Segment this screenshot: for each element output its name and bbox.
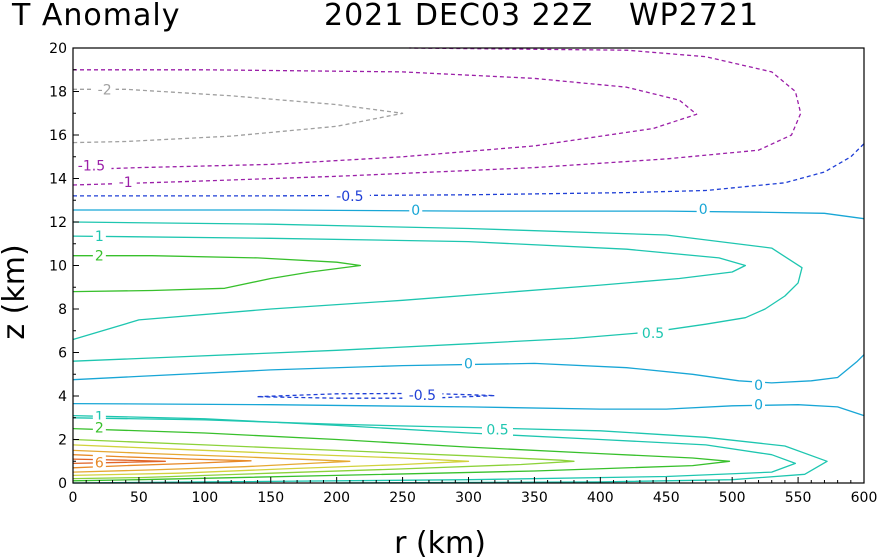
contour-label-bg bbox=[752, 396, 766, 413]
contour-line-5 bbox=[72, 449, 351, 473]
title-datetime: 2021 DEC03 22Z bbox=[324, 0, 594, 33]
contour-label-bg bbox=[92, 228, 106, 245]
contour-label: -1.5 bbox=[78, 158, 105, 174]
contour-label-bg bbox=[329, 187, 370, 204]
contour-label-bg bbox=[637, 324, 669, 341]
contour-line-neg1 bbox=[72, 47, 802, 186]
contour-label: 1 bbox=[95, 410, 104, 426]
y-axis: 0 2 4 6 8 10 12 14 16 18 20 bbox=[49, 41, 79, 492]
x-tick-label: 250 bbox=[389, 490, 416, 506]
x-tick-label: 400 bbox=[587, 490, 614, 506]
contour-line-2 bbox=[72, 427, 731, 482]
contour-label-bg bbox=[93, 81, 116, 98]
y-tick-label: 16 bbox=[49, 128, 67, 144]
contour-line-3 bbox=[72, 438, 575, 480]
contour-label-bg bbox=[92, 247, 106, 264]
contour-label-bg bbox=[409, 202, 423, 219]
contour-label: 2 bbox=[95, 421, 104, 437]
x-axis-title: r (km) bbox=[394, 526, 486, 559]
contour-label-bg bbox=[114, 173, 137, 190]
x-tick-label: 600 bbox=[851, 490, 878, 506]
x-tick-label: 300 bbox=[455, 490, 482, 506]
contour-line-0 bbox=[72, 354, 865, 384]
contour-label: -0.5 bbox=[409, 388, 436, 404]
y-tick-label: 0 bbox=[58, 476, 67, 492]
y-tick-label: 12 bbox=[49, 215, 67, 231]
contour-label-bg bbox=[752, 377, 766, 394]
x-tick-label: 450 bbox=[653, 490, 680, 506]
x-tick-label: 50 bbox=[130, 490, 148, 506]
contour-line-4 bbox=[72, 444, 470, 477]
x-tick-label: 200 bbox=[323, 490, 350, 506]
contour-line-neg0p5 bbox=[73, 143, 865, 197]
contour-label: 0 bbox=[699, 202, 708, 218]
contour-label: 2 bbox=[95, 249, 104, 265]
y-tick-label: 10 bbox=[49, 259, 67, 275]
x-tick-label: 550 bbox=[785, 490, 812, 506]
contour-label: 0 bbox=[411, 203, 420, 219]
contour-line-0p5 bbox=[72, 221, 803, 362]
contour-label-bg bbox=[482, 421, 514, 438]
x-tick-label: 150 bbox=[257, 490, 284, 506]
contour-label: 0 bbox=[464, 356, 473, 372]
chart-title: T Anomaly 2021 DEC03 22Z WP2721 bbox=[12, 0, 758, 138]
contour-label-bg bbox=[71, 157, 112, 174]
title-variable: T Anomaly bbox=[12, 0, 181, 33]
x-tick-label: 0 bbox=[69, 490, 78, 506]
y-tick-label: 20 bbox=[49, 41, 67, 57]
y-axis-title: z (km) bbox=[0, 244, 32, 339]
x-tick-label: 100 bbox=[191, 490, 218, 506]
contour-label: 6 bbox=[95, 455, 104, 471]
contour-label-bg bbox=[696, 200, 710, 217]
contour-line-0 bbox=[73, 209, 865, 220]
y-tick-label: 6 bbox=[58, 346, 67, 362]
contour-label-bg bbox=[92, 454, 106, 471]
contour-line-6 bbox=[72, 454, 252, 469]
contour-label: 0 bbox=[754, 378, 763, 394]
contour-line-0p5 bbox=[72, 417, 828, 484]
contour-line-neg1p5 bbox=[72, 69, 698, 171]
contour-line-0 bbox=[72, 402, 865, 417]
contour-label: 0.5 bbox=[486, 423, 508, 439]
contour-label-bg bbox=[92, 419, 106, 436]
x-tick-label: 350 bbox=[521, 490, 548, 506]
y-tick-label: 2 bbox=[58, 433, 67, 449]
x-axis: 0 50 100 150 200 250 300 350 400 450 500 550 600 bbox=[69, 477, 878, 506]
contour-line-2 bbox=[72, 255, 362, 293]
contour-label: -0.5 bbox=[336, 189, 363, 205]
contour-line-1 bbox=[72, 235, 747, 341]
y-tick-label: 18 bbox=[49, 85, 67, 101]
contour-label: -2 bbox=[98, 82, 112, 98]
x-tick-label: 500 bbox=[719, 490, 746, 506]
contour-label: 0 bbox=[754, 398, 763, 414]
contour-line-7 bbox=[72, 458, 166, 465]
contour-line-neg0p5 bbox=[257, 392, 496, 399]
contour-label: 0.5 bbox=[642, 326, 664, 342]
y-tick-label: 4 bbox=[58, 389, 67, 405]
contour-lines bbox=[72, 47, 865, 484]
contour-label-bg bbox=[402, 386, 443, 403]
y-tick-label: 14 bbox=[49, 172, 67, 188]
contour-label: -1 bbox=[119, 175, 133, 191]
title-storm-id: WP2721 bbox=[629, 0, 760, 33]
y-tick-label: 8 bbox=[58, 302, 67, 318]
contour-label-bg bbox=[462, 355, 475, 372]
contour-label: 1 bbox=[95, 229, 104, 245]
contour-line-neg2 bbox=[72, 88, 404, 144]
